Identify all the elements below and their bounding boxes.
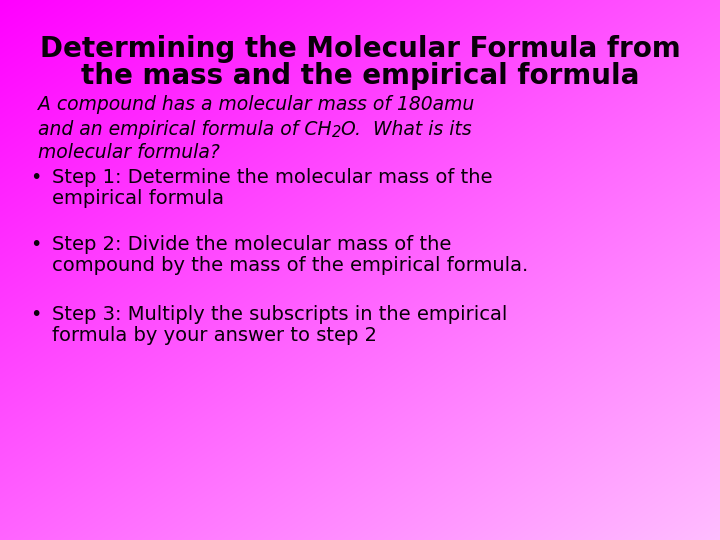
Text: empirical formula: empirical formula bbox=[52, 189, 224, 208]
Text: and an empirical formula of CH: and an empirical formula of CH bbox=[38, 120, 332, 139]
Text: Determining the Molecular Formula from: Determining the Molecular Formula from bbox=[40, 35, 680, 63]
Text: 2: 2 bbox=[332, 125, 341, 140]
Text: the mass and the empirical formula: the mass and the empirical formula bbox=[81, 62, 639, 90]
Text: formula by your answer to step 2: formula by your answer to step 2 bbox=[52, 326, 377, 345]
Text: molecular formula?: molecular formula? bbox=[38, 143, 220, 162]
Text: •: • bbox=[30, 235, 41, 254]
Text: •: • bbox=[30, 168, 41, 187]
Text: A compound has a molecular mass of 180amu: A compound has a molecular mass of 180am… bbox=[38, 95, 474, 114]
Text: Step 3: Multiply the subscripts in the empirical: Step 3: Multiply the subscripts in the e… bbox=[52, 305, 508, 324]
Text: •: • bbox=[30, 305, 41, 324]
Text: O.  What is its: O. What is its bbox=[341, 120, 472, 139]
Text: Step 2: Divide the molecular mass of the: Step 2: Divide the molecular mass of the bbox=[52, 235, 451, 254]
Text: Step 1: Determine the molecular mass of the: Step 1: Determine the molecular mass of … bbox=[52, 168, 492, 187]
Text: compound by the mass of the empirical formula.: compound by the mass of the empirical fo… bbox=[52, 256, 528, 275]
